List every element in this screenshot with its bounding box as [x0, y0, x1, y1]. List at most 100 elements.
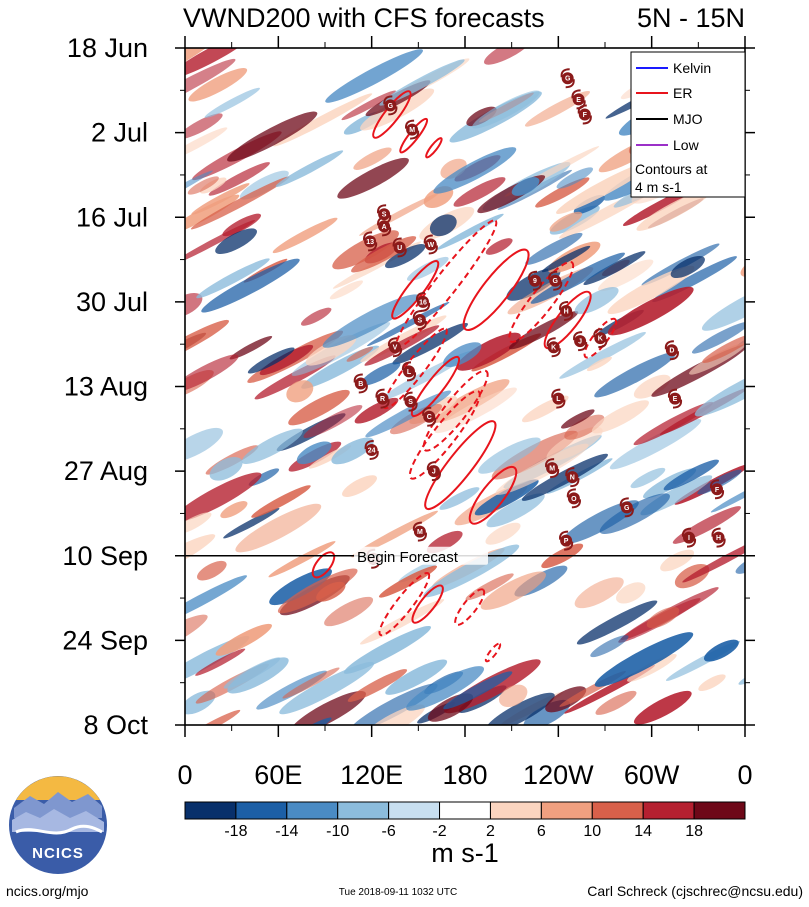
storm-marker — [376, 392, 389, 405]
storm-marker — [566, 471, 579, 484]
storm-arm — [551, 348, 561, 358]
storm-label: 13 — [366, 239, 374, 246]
anomaly-blob — [443, 342, 482, 367]
anomaly-blob — [275, 150, 344, 187]
storm-marker — [561, 72, 574, 85]
x-tick-label: 60E — [254, 760, 302, 790]
storm-marker — [406, 123, 419, 136]
storm-arm — [711, 527, 721, 537]
anomaly-blob — [185, 113, 223, 139]
storm-label: P — [564, 538, 569, 545]
storm-arm — [387, 337, 398, 347]
storm-marker — [529, 274, 541, 287]
er-contour — [454, 588, 486, 626]
anomaly-blob — [616, 582, 646, 604]
storm-arm — [709, 479, 720, 489]
storm-label: J — [578, 339, 582, 346]
storm-label: K — [551, 345, 556, 352]
storm-label: 24 — [368, 447, 376, 454]
colorbar-label: 14 — [634, 823, 652, 840]
storm-arm — [559, 300, 569, 311]
anomaly-blob — [220, 501, 248, 519]
er-contour — [411, 584, 444, 624]
storm-marker — [712, 531, 725, 544]
x-tick-label: 0 — [737, 760, 752, 790]
storm-arm — [420, 302, 431, 312]
anomaly-blob — [495, 443, 589, 495]
anomaly-blob — [185, 512, 212, 535]
storm-arm — [577, 104, 587, 114]
storm-arm — [380, 399, 390, 409]
storm-arm — [369, 450, 379, 460]
anomaly-blob — [337, 157, 409, 199]
anomaly-blob — [360, 362, 401, 386]
anomaly-blob — [591, 400, 649, 434]
anomaly-blob — [590, 635, 629, 658]
storm-marker — [378, 220, 391, 233]
storm-label: G — [565, 76, 571, 83]
forecast-label: Begin Forecast — [357, 549, 459, 566]
anomaly-blob — [185, 427, 223, 462]
anomaly-blob — [191, 183, 250, 215]
anomaly-blob — [277, 568, 358, 614]
storm-marker — [424, 238, 437, 251]
er-contour-layer — [311, 90, 618, 663]
y-tick-label: 13 Aug — [64, 372, 148, 402]
anomaly-blob — [185, 319, 230, 368]
anomaly-blob — [691, 321, 745, 354]
storm-arm — [382, 227, 392, 237]
anomaly-blob — [627, 653, 677, 682]
storm-arm — [363, 231, 373, 241]
colorbar-label: -14 — [275, 823, 298, 840]
storm-marker — [364, 235, 377, 248]
anomaly-blob — [364, 325, 440, 366]
storm-arm — [422, 406, 432, 416]
anomaly-blob — [235, 503, 322, 553]
anomaly-blob — [229, 335, 273, 360]
x-tick-label: 120E — [340, 760, 403, 790]
anomaly-blob — [598, 259, 654, 292]
anomaly-blob — [633, 374, 671, 399]
storm-marker — [560, 534, 573, 547]
storm-marker — [389, 341, 401, 354]
anomaly-blob — [215, 623, 272, 656]
storm-marker — [620, 501, 633, 514]
anomaly-blob — [259, 344, 314, 376]
storm-arm — [551, 388, 561, 398]
storm-label: G — [552, 278, 558, 285]
colorbar-label: -18 — [224, 823, 247, 840]
anomaly-blob — [702, 333, 745, 363]
logo-text: NCICS — [32, 845, 84, 862]
storm-arm — [565, 79, 575, 89]
anomaly-blob — [185, 194, 240, 236]
anomaly-blob — [185, 472, 262, 523]
storm-marker — [417, 295, 429, 308]
storm-marker — [427, 465, 440, 478]
storm-arm — [410, 130, 420, 140]
anomaly-blob — [663, 459, 719, 491]
storm-marker — [594, 332, 607, 345]
colorbar-swatch — [642, 801, 695, 820]
storm-arm — [426, 461, 436, 471]
anomaly-blob — [633, 690, 692, 725]
anomaly-blob — [325, 49, 423, 103]
anomaly-blob — [188, 68, 248, 102]
anomaly-blob — [486, 493, 545, 528]
storm-arm — [664, 340, 674, 350]
anomaly-blob — [296, 441, 332, 465]
storm-label: M — [417, 529, 423, 536]
storm-arm — [560, 68, 570, 78]
anomaly-blob — [349, 683, 438, 725]
anomaly-blob — [185, 534, 216, 587]
er-contour — [468, 465, 518, 525]
footer-url[interactable]: ncics.org/mjo — [6, 883, 89, 899]
anomaly-blob — [251, 485, 311, 518]
storm-label: I — [688, 535, 690, 542]
anomaly-blob — [185, 48, 254, 79]
anomaly-blob — [185, 354, 239, 393]
colorbar-swatch — [693, 801, 746, 820]
x-tick-label: 60W — [624, 760, 680, 790]
anomaly-blob — [342, 475, 377, 497]
storm-arm — [566, 488, 576, 498]
anomaly-blob — [630, 467, 666, 489]
